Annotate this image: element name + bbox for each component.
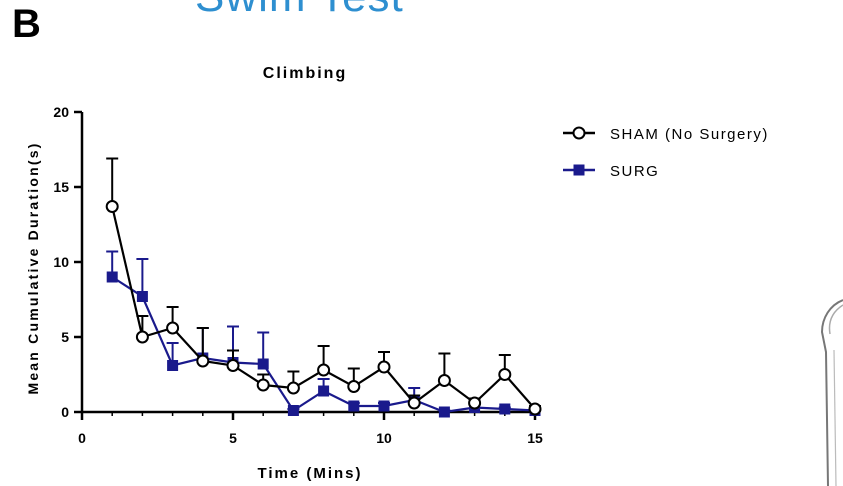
data-point: [499, 403, 511, 415]
series-layer: [105, 157, 542, 418]
legend-sham-label: SHAM (No Surgery): [610, 126, 769, 143]
data-point: [105, 200, 119, 213]
legend: SHAM (No Surgery) SURG: [563, 126, 769, 180]
series-sham: [105, 157, 542, 416]
data-point: [256, 378, 270, 392]
data-point: [437, 374, 451, 387]
y-tick-label: 15: [53, 179, 69, 195]
data-point: [166, 321, 180, 335]
chart-title: Climbing: [263, 65, 347, 82]
legend-item-sham: SHAM (No Surgery): [563, 126, 769, 143]
data-point: [226, 359, 240, 372]
data-point: [438, 406, 450, 418]
legend-surg-marker: [573, 164, 585, 176]
y-tick-label: 5: [61, 329, 69, 345]
data-point: [498, 368, 512, 381]
y-tick-label: 0: [61, 404, 69, 420]
panel-letter: B: [12, 2, 41, 46]
data-point: [407, 396, 421, 410]
y-ticks: 0 5 10 15 20: [53, 104, 82, 420]
data-point: [348, 400, 360, 412]
data-point: [286, 381, 300, 395]
top-title: Swim Test: [195, 0, 404, 22]
x-tick-label: 15: [527, 430, 543, 446]
y-tick-label: 10: [53, 254, 69, 270]
data-point: [318, 385, 330, 397]
legend-item-surg: SURG: [563, 163, 659, 180]
data-point: [377, 360, 391, 374]
legend-surg-label: SURG: [610, 163, 659, 180]
data-point: [136, 291, 148, 302]
data-point: [196, 354, 210, 368]
data-point: [378, 400, 390, 412]
data-point: [317, 363, 331, 377]
data-point: [468, 396, 482, 410]
legend-sham-marker: [572, 126, 586, 140]
data-point: [287, 405, 299, 416]
x-tick-label: 10: [376, 430, 392, 446]
data-point: [106, 271, 118, 283]
data-point: [135, 330, 149, 344]
x-ticks: 0 5 10 15: [78, 412, 543, 446]
y-axis-label: Mean Cumulative Duration(s): [25, 141, 41, 394]
x-axis-label: Time (Mins): [257, 465, 362, 482]
y-tick-label: 20: [53, 104, 69, 120]
data-point: [257, 358, 269, 370]
data-point: [528, 402, 542, 416]
x-tick-label: 5: [229, 430, 237, 446]
x-tick-label: 0: [78, 430, 86, 446]
data-point: [347, 380, 361, 393]
data-point: [167, 360, 179, 371]
